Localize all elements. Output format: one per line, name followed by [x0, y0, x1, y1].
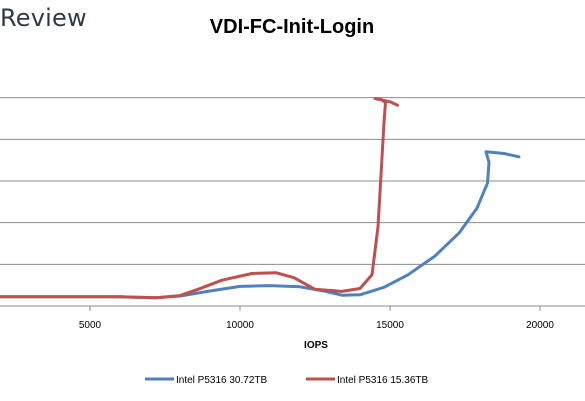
x-tick-labels: 5000 10000 15000 20000	[79, 320, 554, 331]
legend-label: Intel P5316 15.36TB	[337, 375, 429, 386]
x-tick-label: 5000	[79, 320, 102, 331]
x-tick-label: 15000	[376, 320, 404, 331]
brand-logo-text: Review	[0, 4, 87, 32]
legend-label: Intel P5316 30.72TB	[176, 375, 268, 386]
x-tick-label: 20000	[526, 320, 554, 331]
gridlines	[0, 97, 585, 265]
x-axis-label: IOPS	[304, 340, 328, 351]
x-tick-label: 10000	[226, 320, 254, 331]
legend: Intel P5316 30.72TB Intel P5316 15.36TB	[145, 375, 429, 386]
series-line	[0, 150, 521, 300]
series-line	[0, 97, 399, 300]
x-axis	[0, 305, 585, 311]
chart-title: VDI-FC-Init-Login	[210, 16, 374, 38]
series-lines	[0, 97, 521, 300]
